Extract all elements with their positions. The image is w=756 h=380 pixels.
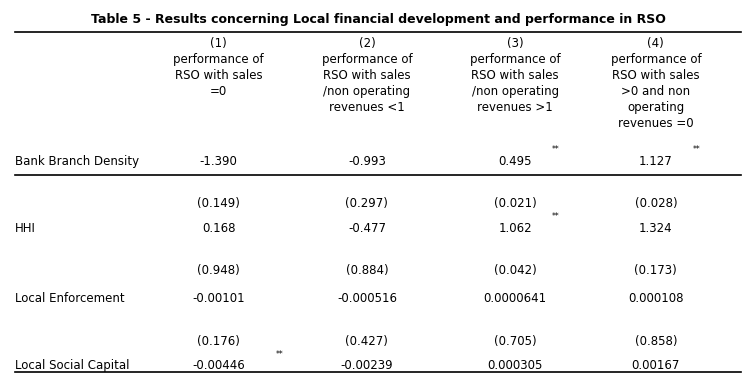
Text: 0.0000641: 0.0000641 (484, 293, 547, 306)
Text: (0.021): (0.021) (494, 198, 537, 211)
Text: 0.168: 0.168 (202, 222, 235, 235)
Text: Table 5 - Results concerning Local financial development and performance in RSO: Table 5 - Results concerning Local finan… (91, 13, 665, 26)
Text: (0.858): (0.858) (634, 335, 677, 348)
Text: (0.884): (0.884) (345, 264, 388, 277)
Text: (2)
performance of
RSO with sales
/non operating
revenues <1: (2) performance of RSO with sales /non o… (321, 37, 412, 114)
Text: (0.948): (0.948) (197, 264, 240, 277)
Text: Bank Branch Density: Bank Branch Density (15, 155, 139, 168)
Text: 0.000305: 0.000305 (488, 359, 543, 372)
Text: 0.495: 0.495 (498, 155, 531, 168)
Text: (0.028): (0.028) (634, 198, 677, 211)
Text: 0.000108: 0.000108 (628, 293, 683, 306)
Text: -1.390: -1.390 (200, 155, 237, 168)
Text: 0.00167: 0.00167 (632, 359, 680, 372)
Text: (3)
performance of
RSO with sales
/non operating
revenues >1: (3) performance of RSO with sales /non o… (469, 37, 560, 114)
Text: (0.149): (0.149) (197, 198, 240, 211)
Text: (0.427): (0.427) (345, 335, 389, 348)
Text: (0.297): (0.297) (345, 198, 389, 211)
Text: 1.127: 1.127 (639, 155, 673, 168)
Text: -0.993: -0.993 (348, 155, 386, 168)
Text: 1.324: 1.324 (639, 222, 673, 235)
Text: 1.062: 1.062 (498, 222, 532, 235)
Text: -0.00239: -0.00239 (340, 359, 393, 372)
Text: Local Social Capital: Local Social Capital (15, 359, 129, 372)
Text: -0.00101: -0.00101 (192, 293, 245, 306)
Text: -0.477: -0.477 (348, 222, 386, 235)
Text: (4)
performance of
RSO with sales
>0 and non
operating
revenues =0: (4) performance of RSO with sales >0 and… (611, 37, 701, 130)
Text: (0.705): (0.705) (494, 335, 536, 348)
Text: **: ** (552, 145, 560, 154)
Text: (0.042): (0.042) (494, 264, 537, 277)
Text: **: ** (692, 145, 701, 154)
Text: **: ** (552, 212, 560, 221)
Text: (1)
performance of
RSO with sales
=0: (1) performance of RSO with sales =0 (173, 37, 264, 98)
Text: (0.176): (0.176) (197, 335, 240, 348)
Text: -0.00446: -0.00446 (192, 359, 245, 372)
Text: **: ** (276, 350, 284, 359)
Text: HHI: HHI (15, 222, 36, 235)
Text: Local Enforcement: Local Enforcement (15, 293, 125, 306)
Text: (0.173): (0.173) (634, 264, 677, 277)
Text: -0.000516: -0.000516 (337, 293, 397, 306)
